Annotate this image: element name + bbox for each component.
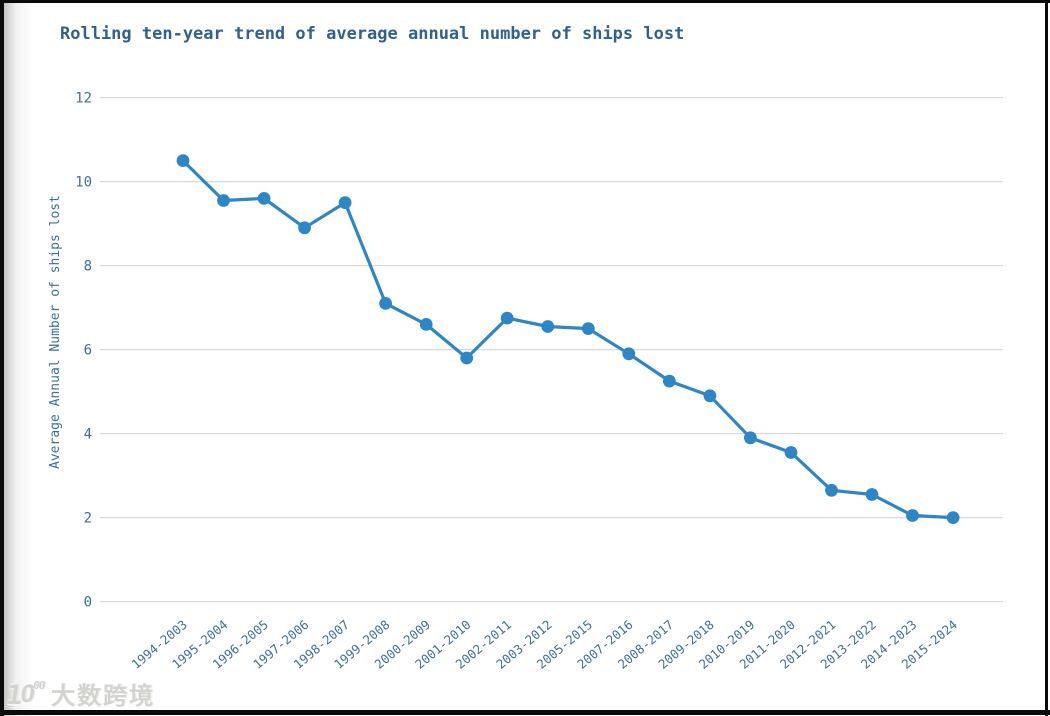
data-point-marker: [784, 446, 798, 459]
y-axis-title: Average Annual Number of ships lost: [48, 195, 63, 469]
data-point-marker: [379, 297, 392, 310]
data-point-marker: [581, 322, 595, 335]
data-point-marker: [541, 320, 555, 333]
data-point-marker: [338, 196, 352, 210]
data-point-marker: [946, 511, 960, 524]
data-point-marker: [825, 483, 838, 497]
data-point-marker: [217, 194, 230, 207]
data-point-marker: [663, 374, 676, 388]
y-tick-label: 6: [84, 343, 92, 359]
y-tick-label: 4: [84, 427, 92, 443]
data-point-marker: [865, 488, 879, 501]
data-point-marker: [906, 509, 919, 522]
watermark-logo-superscript: 00: [32, 679, 46, 692]
y-tick-label: 2: [84, 511, 92, 527]
chart-title: Rolling ten-year trend of average annual…: [60, 24, 685, 44]
data-point-marker: [257, 192, 271, 205]
watermark-logo: 1 O 00: [4, 679, 46, 711]
watermark-text: 大数跨境: [50, 681, 155, 710]
page-border-left: [0, 0, 4, 716]
data-point-marker: [500, 311, 514, 325]
watermark: 1 O 00 大数跨境: [4, 679, 155, 711]
data-point-marker: [622, 347, 636, 361]
y-tick-label: 12: [75, 91, 92, 107]
page-border-right: [1045, 0, 1048, 716]
page-border-top: [0, 0, 1050, 3]
data-point-marker: [176, 154, 190, 168]
y-tick-label: 8: [84, 259, 92, 275]
data-point-marker: [419, 318, 433, 331]
y-tick-label: 0: [84, 595, 92, 611]
trend-line: [181, 159, 955, 520]
data-point-marker: [744, 431, 757, 445]
data-point-marker: [460, 351, 474, 365]
data-point-marker: [298, 221, 311, 235]
y-tick-label: 10: [75, 175, 92, 191]
data-point-marker: [703, 389, 717, 403]
page-border-bottom: [0, 710, 1050, 715]
